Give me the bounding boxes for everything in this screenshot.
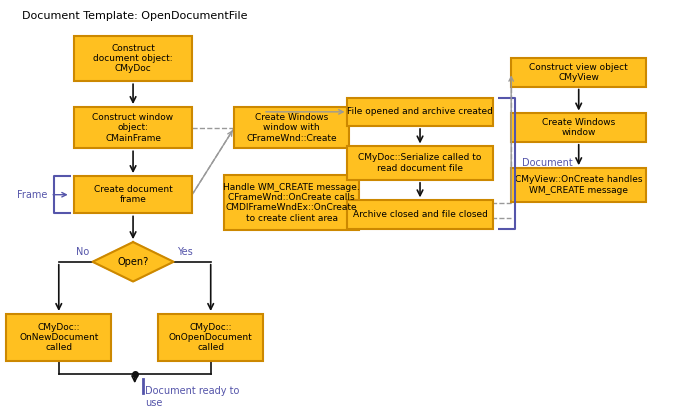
FancyBboxPatch shape [347, 98, 493, 126]
Text: No: No [76, 247, 89, 257]
FancyBboxPatch shape [347, 200, 493, 229]
Text: Open?: Open? [117, 257, 148, 267]
FancyBboxPatch shape [7, 314, 111, 361]
Text: Frame: Frame [16, 190, 47, 200]
Text: Create Windows
window: Create Windows window [542, 118, 616, 137]
Text: Construct
document object:
CMyDoc: Construct document object: CMyDoc [94, 44, 173, 74]
Text: Document Template: OpenDocumentFile: Document Template: OpenDocumentFile [22, 11, 247, 21]
Text: CMyView::OnCreate handles
WM_CREATE message: CMyView::OnCreate handles WM_CREATE mess… [515, 175, 643, 194]
Text: Create document
frame: Create document frame [94, 185, 172, 204]
FancyBboxPatch shape [511, 113, 646, 142]
Text: CMyDoc::
OnOpenDocument
called: CMyDoc:: OnOpenDocument called [169, 323, 253, 352]
Text: Yes: Yes [177, 247, 193, 257]
FancyBboxPatch shape [224, 175, 359, 230]
FancyBboxPatch shape [511, 168, 646, 202]
Text: Document ready to
use: Document ready to use [145, 386, 239, 408]
Text: CMyDoc::Serialize called to
read document file: CMyDoc::Serialize called to read documen… [359, 153, 481, 173]
Text: Construct window
object:
CMainFrame: Construct window object: CMainFrame [92, 113, 174, 143]
Text: CMyDoc::
OnNewDocument
called: CMyDoc:: OnNewDocument called [19, 323, 98, 352]
Text: File opened and archive created: File opened and archive created [347, 107, 493, 116]
FancyBboxPatch shape [74, 36, 192, 81]
Text: Archive closed and file closed: Archive closed and file closed [353, 210, 487, 219]
FancyBboxPatch shape [159, 314, 263, 361]
Polygon shape [92, 242, 174, 282]
FancyBboxPatch shape [511, 58, 646, 87]
FancyBboxPatch shape [235, 107, 349, 148]
Text: Document: Document [521, 158, 572, 168]
FancyBboxPatch shape [74, 176, 192, 213]
FancyBboxPatch shape [74, 107, 192, 148]
Text: Create Windows
window with
CFrameWnd::Create: Create Windows window with CFrameWnd::Cr… [246, 113, 337, 143]
Text: Handle WM_CREATE message.
CFrameWnd::OnCreate calls
CMDIFrameWndEx::OnCreate
to : Handle WM_CREATE message. CFrameWnd::OnC… [223, 182, 360, 223]
Text: Construct view object
CMyView: Construct view object CMyView [530, 63, 628, 82]
FancyBboxPatch shape [347, 146, 493, 180]
